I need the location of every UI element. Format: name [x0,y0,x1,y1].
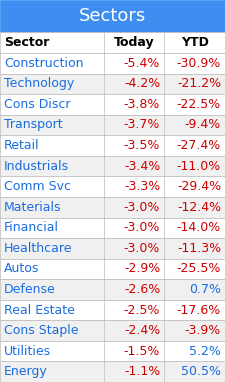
Text: Sectors: Sectors [79,7,146,25]
Text: -3.0%: -3.0% [124,221,160,234]
Text: -11.3%: -11.3% [177,242,221,255]
Text: -21.2%: -21.2% [177,77,221,91]
Text: -27.4%: -27.4% [177,139,221,152]
Text: Transport: Transport [4,118,63,131]
Text: Real Estate: Real Estate [4,304,75,317]
Text: -9.4%: -9.4% [185,118,221,131]
Text: -2.5%: -2.5% [124,304,160,317]
Text: 0.7%: 0.7% [189,283,221,296]
Text: 50.5%: 50.5% [181,365,221,378]
Bar [0,217,225,238]
Bar [0,300,225,320]
Text: -3.7%: -3.7% [124,118,160,131]
Text: -1.1%: -1.1% [124,365,160,378]
Text: Today: Today [114,36,154,49]
Text: -3.0%: -3.0% [124,201,160,214]
Bar [0,279,225,300]
Text: Sector: Sector [4,36,49,49]
Text: -30.9%: -30.9% [177,57,221,70]
Text: -4.2%: -4.2% [124,77,160,91]
Bar [0,238,225,259]
Text: Materials: Materials [4,201,61,214]
Text: Utilities: Utilities [4,345,51,358]
Text: -22.5%: -22.5% [177,98,221,111]
Bar [0,259,225,279]
Text: -2.4%: -2.4% [124,324,160,337]
Text: Financial: Financial [4,221,59,234]
Text: -1.5%: -1.5% [124,345,160,358]
Text: Healthcare: Healthcare [4,242,72,255]
Bar [0,135,225,156]
Text: -14.0%: -14.0% [177,221,221,234]
Text: Energy: Energy [4,365,48,378]
Bar [0,320,225,341]
Text: -2.6%: -2.6% [124,283,160,296]
Text: -12.4%: -12.4% [177,201,221,214]
Text: -11.0%: -11.0% [177,160,221,173]
Text: -3.8%: -3.8% [124,98,160,111]
Text: 5.2%: 5.2% [189,345,221,358]
Text: -3.5%: -3.5% [124,139,160,152]
Bar [0,53,225,74]
Text: Comm Svc: Comm Svc [4,180,71,193]
Text: -3.3%: -3.3% [124,180,160,193]
Bar [0,197,225,217]
Text: Construction: Construction [4,57,83,70]
Text: -3.0%: -3.0% [124,242,160,255]
Bar [0,32,225,53]
Text: Technology: Technology [4,77,74,91]
Text: Industrials: Industrials [4,160,69,173]
Text: -2.9%: -2.9% [124,262,160,275]
Text: -3.9%: -3.9% [185,324,221,337]
Bar [0,94,225,115]
Text: -5.4%: -5.4% [124,57,160,70]
Text: Retail: Retail [4,139,40,152]
Bar [0,115,225,135]
Text: -25.5%: -25.5% [177,262,221,275]
Bar [0,341,225,361]
Bar [0,361,225,382]
Text: Cons Staple: Cons Staple [4,324,79,337]
Text: YTD: YTD [181,36,209,49]
Bar [0,156,225,176]
Text: Defense: Defense [4,283,56,296]
Text: Autos: Autos [4,262,39,275]
Bar [0,0,225,32]
Text: -17.6%: -17.6% [177,304,221,317]
Bar [0,176,225,197]
Bar [0,74,225,94]
Text: -29.4%: -29.4% [177,180,221,193]
Text: -3.4%: -3.4% [124,160,160,173]
Text: Cons Discr: Cons Discr [4,98,70,111]
